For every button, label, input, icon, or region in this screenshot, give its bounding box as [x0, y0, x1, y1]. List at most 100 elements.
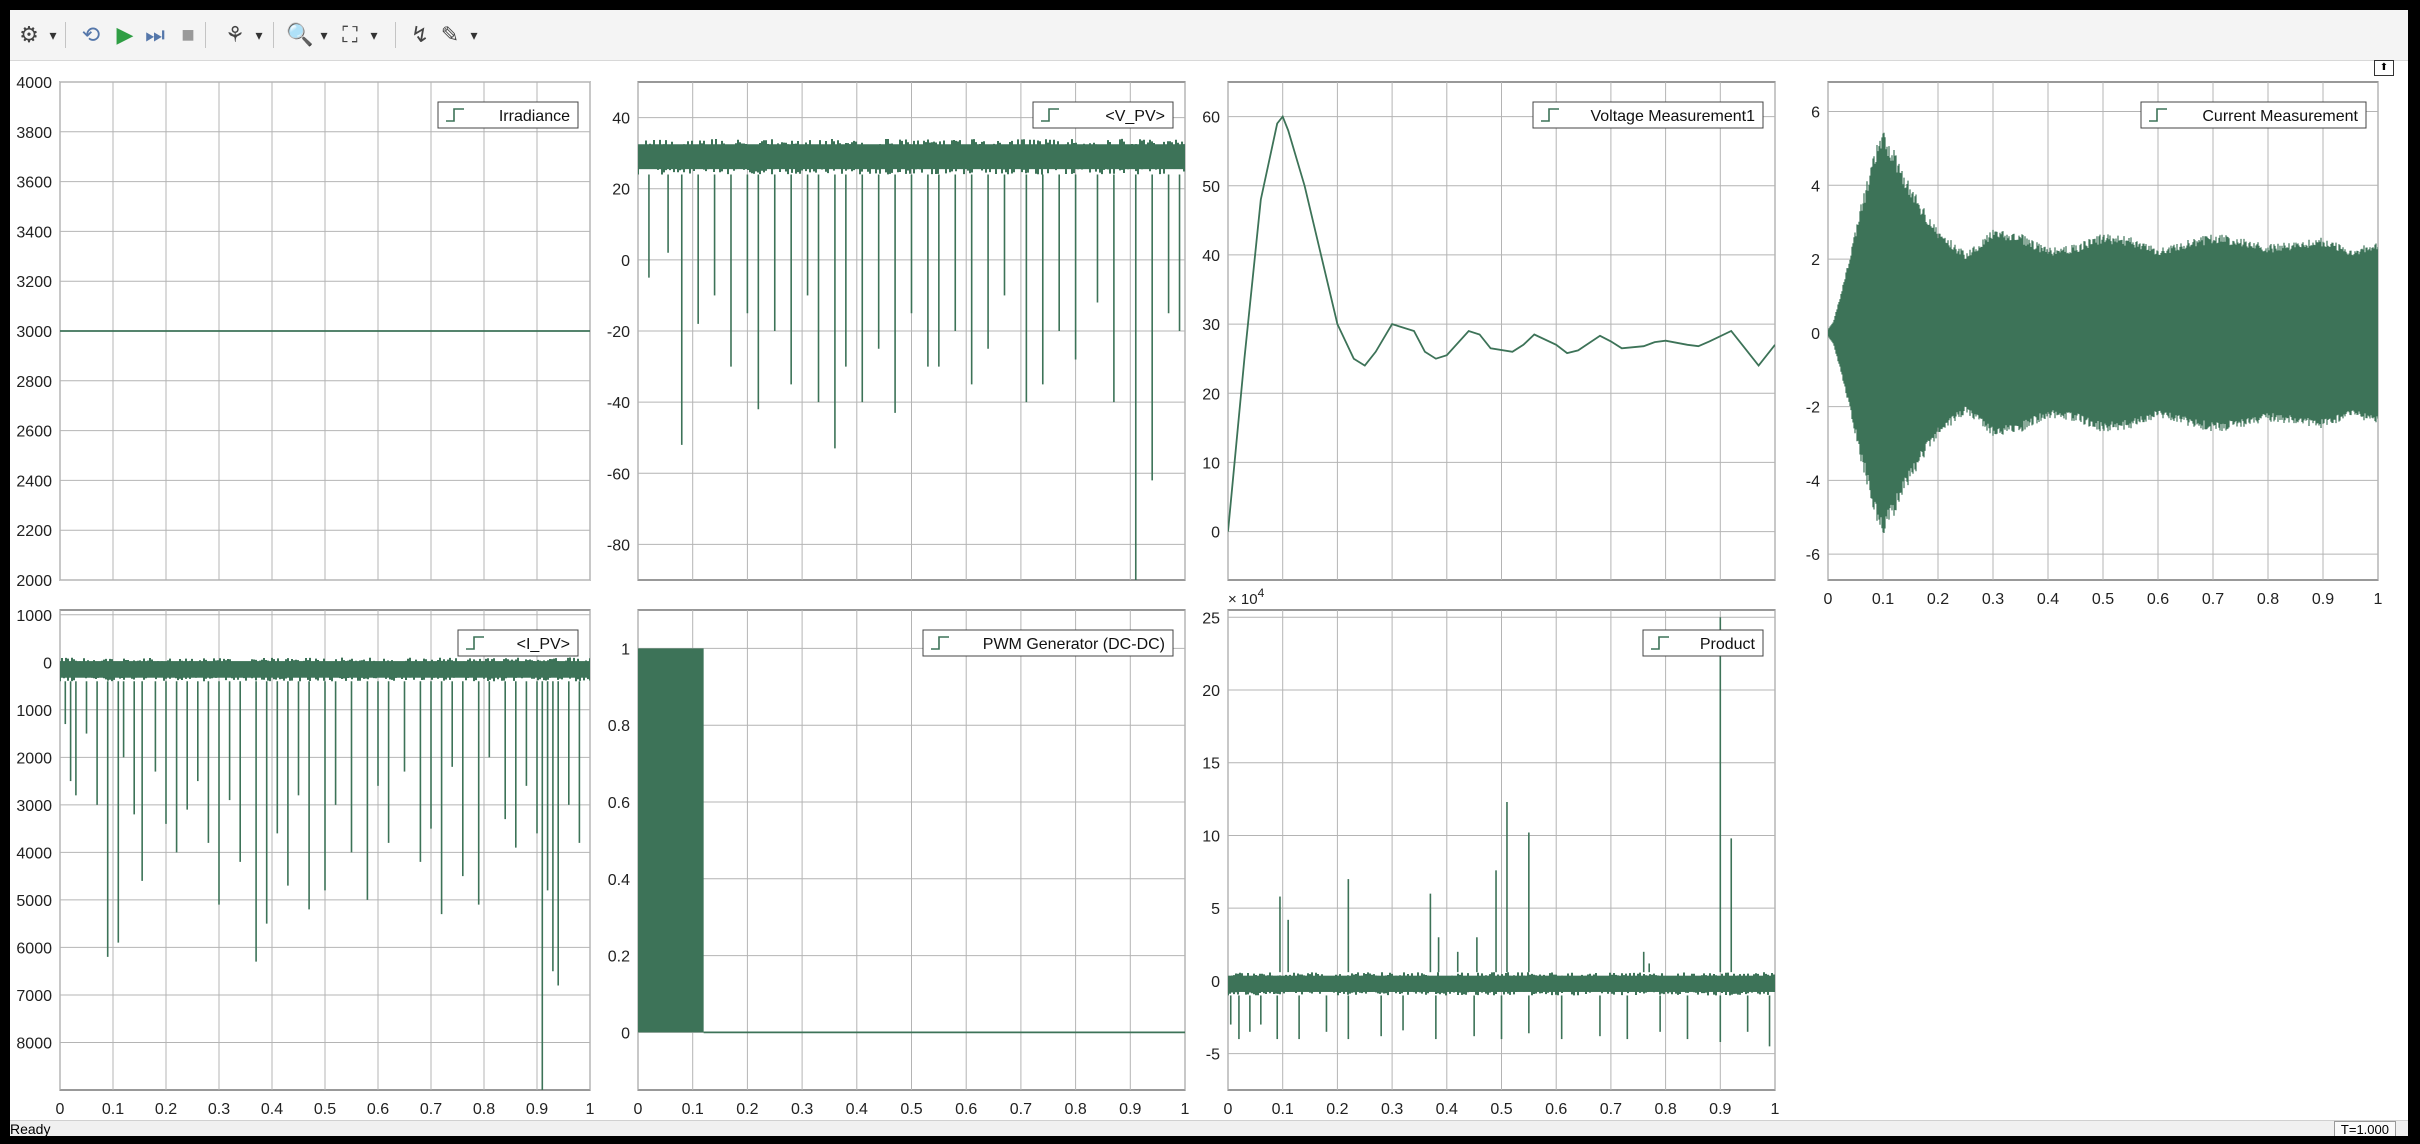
x-tick-label: 0.2	[1927, 591, 1949, 608]
x-tick-label: 0.2	[736, 1101, 758, 1118]
y-tick-label: 40	[1202, 248, 1220, 265]
status-text: Ready	[10, 1121, 51, 1136]
signal-band-core	[638, 144, 1185, 170]
y-tick-label: 6	[1811, 105, 1820, 122]
x-tick-label: 0.6	[2147, 591, 2169, 608]
legend: Product	[1642, 629, 1764, 657]
x-tick-label: 0.8	[1654, 1101, 1676, 1118]
y-tick-label: 0.6	[608, 795, 630, 812]
legend-line-icon	[1041, 108, 1059, 122]
x-tick-label: 0.7	[2202, 591, 2224, 608]
legend-label: Irradiance	[499, 108, 570, 125]
signal-layer	[638, 648, 1185, 1034]
highlight-icon[interactable]: ⚘	[225, 22, 245, 47]
x-tick-label: 0.4	[846, 1101, 868, 1118]
y-tick-label: 2600	[16, 424, 52, 441]
y-tick-label: 3800	[16, 125, 52, 142]
legend-line-icon	[2149, 108, 2167, 122]
y-tick-label: 2000	[16, 750, 52, 767]
y-tick-label: -2	[1806, 400, 1820, 417]
x-tick-label: 1	[2374, 591, 2383, 608]
style-icon[interactable]: ✎	[440, 22, 460, 47]
x-tick-label: 0.5	[1490, 1101, 1512, 1118]
x-tick-label: 0.1	[1272, 1101, 1294, 1118]
signal-band-core	[60, 661, 590, 678]
legend: PWM Generator (DC-DC)	[922, 629, 1174, 657]
scope-plot-2: -80 -60 -40 -20 0 20 40 <V_PV>	[607, 81, 1186, 581]
x-tick-label: 0.6	[367, 1101, 389, 1118]
y-tick-label: 3000	[16, 324, 52, 341]
x-tick-label: 0.8	[2257, 591, 2279, 608]
x-tick-label: 0.3	[1982, 591, 2004, 608]
y-tick-label: 0	[621, 253, 630, 270]
settings-icon[interactable]: ⚙	[19, 22, 39, 47]
x-tick-label: 0.8	[1064, 1101, 1086, 1118]
plots-canvas: 2000220024002600280030003200340036003800…	[16, 75, 2383, 1118]
y-tick-label: 3600	[16, 175, 52, 192]
y-tick-label: -6	[1806, 547, 1820, 564]
toolbar-separator	[395, 22, 396, 48]
step-forward-icon[interactable]: ⏭	[145, 22, 165, 47]
legend-line-icon	[931, 636, 949, 650]
zoom-icon[interactable]: 🔍	[286, 22, 314, 47]
x-tick-label: 1	[1181, 1101, 1190, 1118]
toolbar-separator	[273, 22, 274, 48]
x-tick-label: 0.6	[955, 1101, 977, 1118]
x-tick-label: 0	[1824, 591, 1833, 608]
y-tick-label: 25	[1202, 610, 1220, 627]
y-tick-label: 4000	[16, 845, 52, 862]
y-tick-label: 30	[1202, 317, 1220, 334]
y-tick-label: 1000	[16, 703, 52, 720]
legend-label: Voltage Measurement1	[1590, 108, 1755, 125]
x-tick-label: 0.7	[1010, 1101, 1032, 1118]
x-tick-label: 0	[1224, 1101, 1233, 1118]
triggers-icon[interactable]: ↯	[410, 22, 430, 47]
undock-button[interactable]: ⬆	[2374, 60, 2394, 76]
chevron-down-icon[interactable]: ▾	[320, 26, 328, 43]
restore-icon[interactable]: ⟲	[81, 22, 101, 47]
y-tick-label: 0.2	[608, 949, 630, 966]
x-tick-label: 0.9	[1119, 1101, 1141, 1118]
legend: Irradiance	[437, 101, 579, 129]
chevron-down-icon[interactable]: ▾	[470, 26, 478, 43]
legend-box	[457, 629, 579, 657]
y-tick-label: -40	[607, 395, 630, 412]
x-tick-label: 0.2	[1326, 1101, 1348, 1118]
chevron-down-icon[interactable]: ▾	[370, 26, 378, 43]
y-tick-label: 10	[1202, 828, 1220, 845]
signal-layer	[60, 657, 590, 1090]
run-icon[interactable]: ▶	[116, 22, 134, 47]
scope-window: ⚙ ▾ ⟲ ▶ ⏭ ■ ⚘ ▾ 🔍 ▾ ⛶ ▾ ↯ ✎ ▾ 2000 2200 2400 2600 2800 3000…	[10, 10, 2408, 1136]
x-tick-label: 1	[586, 1101, 595, 1118]
chevron-down-icon[interactable]: ▾	[49, 26, 57, 43]
x-tick-label: 0.9	[1709, 1101, 1731, 1118]
y-exponent-label: × 104	[1228, 586, 1265, 608]
x-tick-label: 0.6	[1545, 1101, 1567, 1118]
signal-switching	[638, 648, 704, 1033]
scope-plot-3: 0 10 20 30 40 50 60 Voltage Measurement1	[1202, 81, 1776, 581]
y-tick-label: 5000	[16, 893, 52, 910]
y-tick-label: 15	[1202, 756, 1220, 773]
legend-box	[1032, 101, 1174, 129]
y-tick-label: 0	[1211, 525, 1220, 542]
signal-line	[1228, 114, 1775, 532]
legend-box	[1642, 629, 1764, 657]
fit-to-view-icon[interactable]: ⛶	[342, 22, 358, 47]
y-tick-label: 40	[612, 111, 630, 128]
chevron-down-icon[interactable]: ▾	[255, 26, 263, 43]
stop-icon[interactable]: ■	[181, 22, 195, 47]
legend-label: Product	[1700, 636, 1756, 653]
y-tick-label: 2800	[16, 374, 52, 391]
legend-label: <I_PV>	[517, 636, 570, 653]
y-tick-label: 2000	[16, 573, 52, 590]
toolbar-separator	[65, 22, 66, 48]
x-tick-label: 0.1	[102, 1101, 124, 1118]
y-tick-label: 1	[621, 641, 630, 658]
signal-layer	[1228, 114, 1775, 532]
y-tick-label: 3000	[16, 798, 52, 815]
legend: Current Measurement	[2140, 101, 2367, 129]
signal-oscillation	[1828, 132, 2378, 533]
x-tick-label: 0.7	[1600, 1101, 1622, 1118]
y-tick-label: 2	[1811, 252, 1820, 269]
legend-line-icon	[1651, 636, 1669, 650]
